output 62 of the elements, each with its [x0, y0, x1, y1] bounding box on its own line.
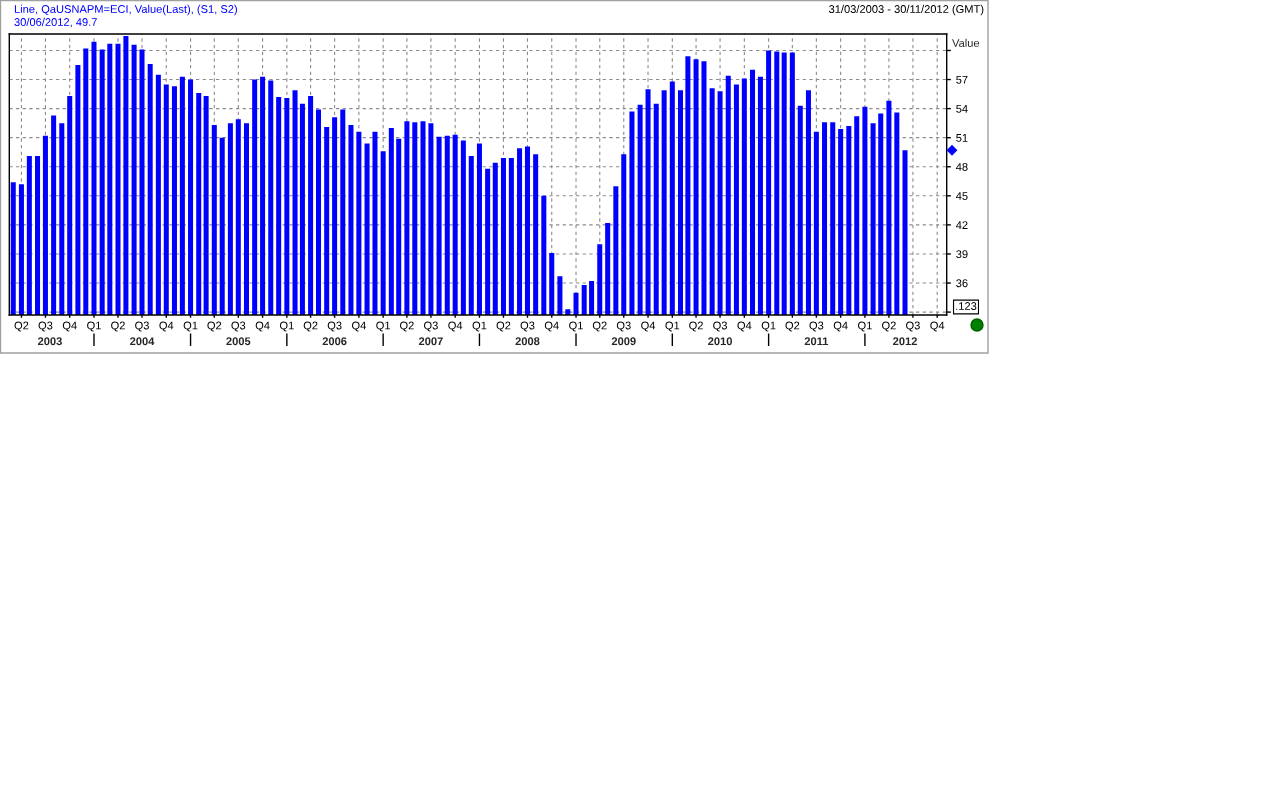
x-tick-label: Q4 [255, 321, 270, 332]
x-tick-label: Q2 [689, 321, 703, 332]
x-tick-label: Q4 [448, 321, 463, 332]
x-tick-label: Q3 [424, 321, 438, 332]
x-tick-label: Q2 [400, 321, 414, 332]
x-tick-label: Q1 [761, 321, 776, 332]
x-tick-label: Q2 [14, 321, 29, 332]
x2-tick-label: 2009 [611, 337, 636, 346]
x-tick-label: Q3 [135, 321, 149, 332]
y-axis-title: Value [952, 38, 980, 47]
x-tick-label: Q2 [496, 321, 511, 332]
x-tick-label: Q3 [38, 321, 53, 332]
x-tick-label: Q4 [737, 321, 752, 332]
x2-tick-label: 2010 [708, 337, 732, 346]
x-tick-label: Q2 [882, 321, 896, 332]
x2-tick-label: 2006 [322, 337, 347, 346]
x2-tick-label: 2011 [804, 337, 829, 346]
x-tick-label: Q3 [616, 321, 631, 332]
y-tick-label: 42 [955, 221, 968, 229]
x-tick-label: Q1 [87, 321, 101, 332]
x2-tick-label: 2008 [515, 337, 540, 346]
x-tick-label: Q1 [183, 321, 198, 332]
x-tick-label: Q4 [159, 321, 174, 332]
chart-subtitle: 31/03/2003 - 30/11/2012 (GMT) [828, 4, 984, 16]
y-tick-label: 36 [956, 279, 968, 288]
text: .123 [956, 302, 977, 310]
x-tick-label: Q2 [785, 321, 800, 332]
x-tick-label: Q3 [713, 321, 727, 332]
x-tick-label: Q4 [62, 321, 77, 332]
y-tick-label: 51 [956, 134, 968, 142]
y-tick-label: 48 [955, 163, 968, 171]
x-tick-label: Q1 [472, 321, 487, 332]
x2-tick-label: 2003 [37, 337, 62, 346]
x-tick-label: Q3 [327, 321, 342, 332]
x-tick-label: Q4 [351, 321, 366, 332]
y-tick-label: 39 [956, 250, 968, 259]
x-tick-label: Q4 [833, 321, 848, 332]
x-tick-label: Q3 [231, 321, 246, 332]
x2-tick-label: 2012 [893, 337, 917, 346]
y-tick-label: 45 [955, 192, 968, 200]
text: 30/06/2012, 49.7 [14, 17, 97, 28]
x-tick-label: Q4 [641, 321, 656, 332]
x-tick-label: Q2 [303, 321, 318, 332]
x2-tick-label: 2005 [226, 337, 251, 346]
text: Line, QaUSNAPM=ECI, Value(Last), (S1, S2) [14, 4, 237, 16]
x-tick-label: Q1 [665, 321, 680, 332]
x-tick-label: Q2 [111, 321, 125, 332]
x-tick-label: Q1 [376, 321, 391, 332]
x2-tick-label: 2004 [130, 337, 155, 346]
x-tick-label: Q1 [569, 321, 583, 332]
x-tick-label: Q3 [520, 321, 535, 332]
x-tick-label: Q3 [906, 321, 920, 332]
x-tick-label: Q3 [809, 321, 824, 332]
x2-tick-label: 2007 [418, 337, 443, 346]
x-tick-label: Q1 [279, 321, 294, 332]
x-tick-label: Q1 [858, 321, 872, 332]
y-tick-label: 54 [956, 104, 968, 113]
x-tick-label: Q4 [930, 321, 945, 332]
x-tick-label: Q2 [592, 321, 607, 332]
x-tick-label: Q4 [544, 321, 559, 332]
y-tick-label: 57 [956, 75, 968, 84]
x-tick-label: Q2 [207, 321, 222, 332]
